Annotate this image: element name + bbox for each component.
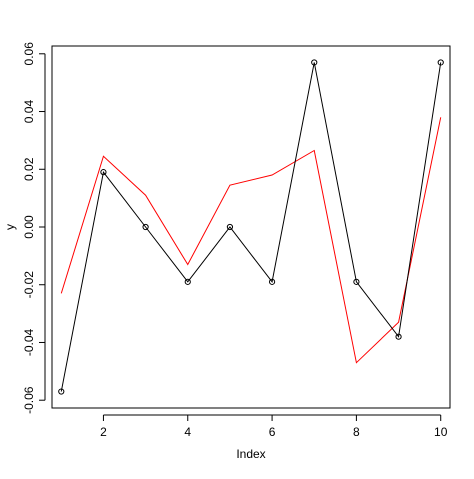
- y-tick-label: 0.06: [22, 42, 36, 66]
- series-1-point: [226, 223, 234, 231]
- y-tick-label: 0.00: [22, 215, 36, 239]
- series-1-line: [60, 62, 442, 392]
- series-1-point: [184, 278, 191, 285]
- x-tick-label: 6: [269, 425, 276, 439]
- x-tick-label: 10: [434, 425, 448, 439]
- x-axis-label: Index: [236, 447, 265, 461]
- x-tick-label: 2: [100, 425, 107, 439]
- x-axis: 2 4 6 8 10: [100, 414, 448, 439]
- y-tick-label: 0.02: [22, 157, 36, 181]
- series-1-point: [58, 388, 65, 395]
- x-tick-label: 4: [184, 425, 191, 439]
- series-1-point: [395, 333, 402, 340]
- series-layer: [58, 59, 444, 395]
- series-1-point: [353, 278, 360, 285]
- y-tick-label: 0.04: [22, 100, 36, 124]
- series-1-point: [100, 169, 107, 176]
- series-2-line: [60, 117, 442, 364]
- plot-frame: [51, 45, 451, 409]
- x-tick-label: 8: [353, 425, 360, 439]
- series-1-point: [142, 223, 149, 231]
- series-1-point: [311, 59, 318, 66]
- y-tick-label: -0.02: [22, 271, 36, 299]
- y-tick-label: -0.06: [22, 386, 36, 414]
- y-axis: -0.06 -0.04 -0.02 0.00 0.02 0.04 0.06: [22, 42, 46, 414]
- y-axis-label: y: [3, 224, 17, 230]
- series-1-point: [437, 59, 444, 66]
- series-1-point: [268, 278, 276, 285]
- y-tick-label: -0.04: [22, 328, 36, 356]
